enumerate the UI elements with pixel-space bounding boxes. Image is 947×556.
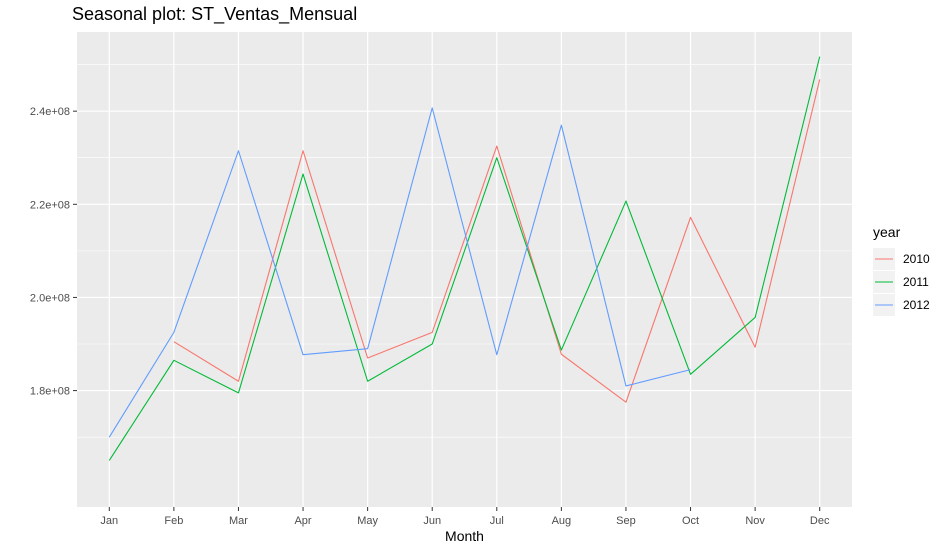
x-tick-label: Jan [100, 515, 118, 527]
x-tick-label: May [357, 515, 378, 527]
legend-title: year [873, 224, 901, 240]
y-tick-label: 1.8e+08 [30, 386, 70, 398]
x-tick-label: Feb [164, 515, 183, 527]
x-axis-title: Month [445, 528, 484, 544]
y-tick-label: 2.2e+08 [30, 199, 70, 211]
y-tick-label: 2.0e+08 [30, 292, 70, 304]
x-tick-label: Nov [745, 515, 765, 527]
plot-panel [77, 32, 852, 507]
x-tick-label: Mar [229, 515, 248, 527]
legend-label: 2012 [903, 298, 930, 312]
legend-label: 2011 [903, 275, 929, 289]
y-tick-label: 2.4e+08 [30, 106, 70, 118]
x-tick-label: Sep [616, 515, 636, 527]
x-tick-label: Aug [552, 515, 572, 527]
x-tick-label: Jul [490, 515, 504, 527]
x-tick-label: Apr [294, 515, 311, 527]
x-tick-label: Oct [682, 515, 699, 527]
series-line-2011 [108, 56, 821, 461]
x-tick-label: Dec [810, 515, 830, 527]
legend-label: 2010 [903, 252, 930, 266]
x-tick-label: Jun [423, 515, 441, 527]
chart-title: Seasonal plot: ST_Ventas_Mensual [72, 4, 358, 24]
series-line-2010 [173, 79, 821, 403]
series-line-2012 [108, 107, 691, 438]
